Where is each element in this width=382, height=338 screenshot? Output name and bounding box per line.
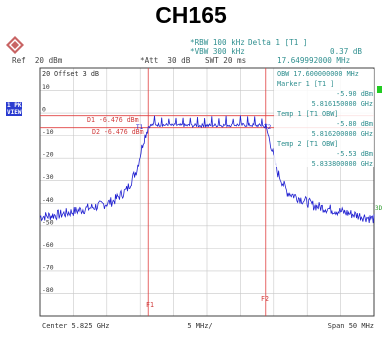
status-indicator-icon <box>377 86 382 93</box>
temp2-label: Temp 2 [T1 OBW] <box>277 140 338 148</box>
page-title: CH165 <box>155 2 227 28</box>
side-tag-label: 3D <box>375 205 382 212</box>
plot-frame <box>39 67 375 317</box>
attenuation-setting: *Att 30 dB <box>140 56 191 65</box>
display-line-1-label: D1 -6.476 dBm <box>87 116 139 124</box>
sweep-time: SWT 20 ms <box>205 56 247 65</box>
vbw-setting: *VBW 300 kHz <box>190 47 245 56</box>
y-tick-label: -80 <box>42 286 54 294</box>
obw-value: OBW 17.600000000 MHz <box>277 70 359 78</box>
frequency-line-1-label: F1 <box>146 301 154 309</box>
trace-mode-label: 1 PK <box>6 102 23 109</box>
temp1-level: -5.80 dBm <box>336 120 373 128</box>
display-line-2-label: D2 -6.476 dBm <box>92 128 144 136</box>
y-tick-label: -20 <box>42 151 54 159</box>
delta-marker-label: Delta 1 [T1 ] <box>248 38 308 47</box>
offset-label: Offset 3 dB <box>54 70 99 78</box>
marker-t2-label: T2 <box>264 124 272 131</box>
plot-top-level: 20 <box>42 70 50 78</box>
delta-marker-frequency: 17.649992000 MHz <box>277 56 351 65</box>
y-tick-label: 0 <box>42 106 46 114</box>
frequency-per-division: 5 MHz/ <box>187 322 212 330</box>
reference-level: Ref 20 dBm <box>12 56 63 65</box>
y-tick-label: 10 <box>42 83 50 91</box>
temp2-frequency: 5.833800000 GHz <box>312 160 373 168</box>
y-tick-label: -40 <box>42 196 54 204</box>
temp1-label: Temp 1 [T1 OBW] <box>277 110 338 118</box>
marker1-level: -5.90 dBm <box>336 90 373 98</box>
y-tick-label: -60 <box>42 241 54 249</box>
y-tick-label: -30 <box>42 173 54 181</box>
frequency-line-2-label: F2 <box>261 295 269 303</box>
marker1-frequency: 5.816150000 GHz <box>312 100 373 108</box>
marker1-label: Marker 1 [T1 ] <box>277 80 334 88</box>
marker-t1-label: T1 <box>136 124 144 131</box>
spectrum-trace <box>39 115 375 224</box>
y-tick-label: -50 <box>42 218 54 226</box>
y-axis-ticks: 10 0 -10 -20 -30 -40 -50 -60 -70 -80 <box>42 83 54 294</box>
temp1-frequency: 5.816200000 GHz <box>312 130 373 138</box>
y-tick-label: -10 <box>42 128 54 136</box>
trace-view-label: VIEW <box>6 109 23 116</box>
rbw-setting: *RBW 100 kHz <box>190 38 245 47</box>
frequency-span: Span 50 MHz <box>328 322 374 330</box>
marker-info-panel: OBW 17.600000000 MHz Marker 1 [T1 ] -5.9… <box>274 69 374 168</box>
temp2-level: -5.53 dBm <box>336 150 373 158</box>
center-frequency: Center 5.825 GHz <box>42 322 109 330</box>
rohde-schwarz-logo-icon <box>6 36 24 54</box>
delta-marker-value: 0.37 dB <box>330 47 363 56</box>
y-tick-label: -70 <box>42 263 54 271</box>
